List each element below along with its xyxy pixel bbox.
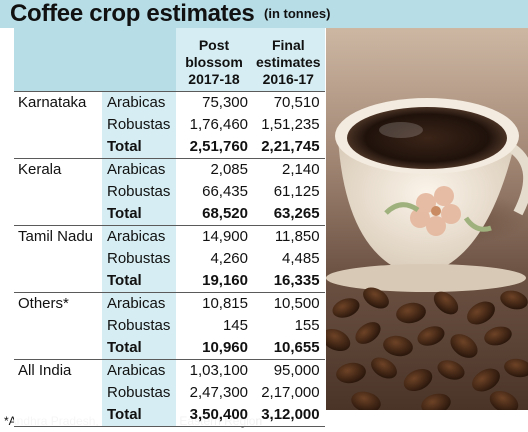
post-blossom-value: 14,900 xyxy=(176,225,256,248)
type-cell: Total xyxy=(102,404,176,427)
table-row: Total 10,960 10,655 xyxy=(14,337,325,360)
final-estimate-value: 155 xyxy=(256,315,325,337)
table-row: Robustas 1,76,460 1,51,235 xyxy=(14,114,325,136)
table-row: All India Arabicas 1,03,100 95,000 xyxy=(14,359,325,382)
table-row: Others* Arabicas 10,815 10,500 xyxy=(14,292,325,315)
table-row: Tamil Nadu Arabicas 14,900 11,850 xyxy=(14,225,325,248)
state-cell: Kerala xyxy=(14,158,102,181)
state-cell xyxy=(14,270,102,293)
page-title: Coffee crop estimates xyxy=(10,0,255,27)
post-blossom-value: 1,03,100 xyxy=(176,359,256,382)
table-row: Total 19,160 16,335 xyxy=(14,270,325,293)
post-blossom-value: 68,520 xyxy=(176,203,256,226)
header-post-line3: 2017-18 xyxy=(188,71,240,87)
state-cell xyxy=(14,114,102,136)
header-post-line2: blossom xyxy=(185,54,243,70)
state-cell xyxy=(14,382,102,404)
type-cell: Arabicas xyxy=(102,292,176,315)
post-blossom-value: 2,085 xyxy=(176,158,256,181)
table-row: Robustas 4,260 4,485 xyxy=(14,248,325,270)
state-cell: Karnataka xyxy=(14,91,102,114)
coffee-cup-photo xyxy=(326,28,528,410)
type-cell: Arabicas xyxy=(102,158,176,181)
header-final-line2: estimates xyxy=(256,54,321,70)
final-estimate-value: 11,850 xyxy=(256,225,325,248)
final-estimate-value: 3,12,000 xyxy=(256,404,325,427)
final-estimate-value: 10,655 xyxy=(256,337,325,360)
table-row: Total 3,50,400 3,12,000 xyxy=(14,404,325,427)
header-final-line3: 2016-17 xyxy=(262,71,314,87)
table-row: Robustas 66,435 61,125 xyxy=(14,181,325,203)
state-cell: All India xyxy=(14,359,102,382)
table-row: Total 2,51,760 2,21,745 xyxy=(14,136,325,159)
post-blossom-value: 75,300 xyxy=(176,91,256,114)
header-post-line1: Post xyxy=(198,37,230,53)
units-subtitle: (in tonnes) xyxy=(264,6,331,21)
header-final-line1: Final xyxy=(271,37,305,53)
final-estimate-value: 10,500 xyxy=(256,292,325,315)
final-estimate-value: 61,125 xyxy=(256,181,325,203)
state-cell xyxy=(14,136,102,159)
type-cell: Arabicas xyxy=(102,359,176,382)
state-cell xyxy=(14,404,102,427)
final-estimate-value: 63,265 xyxy=(256,203,325,226)
type-cell: Robustas xyxy=(102,248,176,270)
state-cell xyxy=(14,337,102,360)
post-blossom-value: 4,260 xyxy=(176,248,256,270)
state-cell xyxy=(14,315,102,337)
table-row: Kerala Arabicas 2,085 2,140 xyxy=(14,158,325,181)
header-final-estimates: Final estimates 2016-17 xyxy=(256,28,325,92)
type-cell: Robustas xyxy=(102,382,176,404)
post-blossom-value: 2,51,760 xyxy=(176,136,256,159)
type-cell: Robustas xyxy=(102,315,176,337)
state-cell xyxy=(14,203,102,226)
post-blossom-value: 10,960 xyxy=(176,337,256,360)
post-blossom-value: 66,435 xyxy=(176,181,256,203)
post-blossom-value: 3,50,400 xyxy=(176,404,256,427)
type-cell: Total xyxy=(102,136,176,159)
type-cell: Total xyxy=(102,270,176,293)
type-cell: Total xyxy=(102,337,176,360)
post-blossom-value: 145 xyxy=(176,315,256,337)
final-estimate-value: 2,17,000 xyxy=(256,382,325,404)
table-row: Karnataka Arabicas 75,300 70,510 xyxy=(14,91,325,114)
type-cell: Total xyxy=(102,203,176,226)
table-row: Total 68,520 63,265 xyxy=(14,203,325,226)
header-post-blossom: Post blossom 2017-18 xyxy=(176,28,256,92)
header-type-cell xyxy=(102,28,176,92)
final-estimate-value: 2,140 xyxy=(256,158,325,181)
type-cell: Robustas xyxy=(102,181,176,203)
final-estimate-value: 4,485 xyxy=(256,248,325,270)
post-blossom-value: 2,47,300 xyxy=(176,382,256,404)
type-cell: Robustas xyxy=(102,114,176,136)
final-estimate-value: 16,335 xyxy=(256,270,325,293)
type-cell: Arabicas xyxy=(102,91,176,114)
state-cell: Others* xyxy=(14,292,102,315)
header-state-cell xyxy=(14,28,102,92)
post-blossom-value: 1,76,460 xyxy=(176,114,256,136)
final-estimate-value: 70,510 xyxy=(256,91,325,114)
state-cell: Tamil Nadu xyxy=(14,225,102,248)
state-cell xyxy=(14,248,102,270)
type-cell: Arabicas xyxy=(102,225,176,248)
final-estimate-value: 95,000 xyxy=(256,359,325,382)
crop-estimates-table: Post blossom 2017-18 Final estimates 201… xyxy=(14,28,325,427)
state-cell xyxy=(14,181,102,203)
table-row: Robustas 2,47,300 2,17,000 xyxy=(14,382,325,404)
final-estimate-value: 1,51,235 xyxy=(256,114,325,136)
post-blossom-value: 10,815 xyxy=(176,292,256,315)
post-blossom-value: 19,160 xyxy=(176,270,256,293)
table-row: Robustas 145 155 xyxy=(14,315,325,337)
title-band xyxy=(0,0,528,28)
table-header-row: Post blossom 2017-18 Final estimates 201… xyxy=(14,28,325,92)
final-estimate-value: 2,21,745 xyxy=(256,136,325,159)
